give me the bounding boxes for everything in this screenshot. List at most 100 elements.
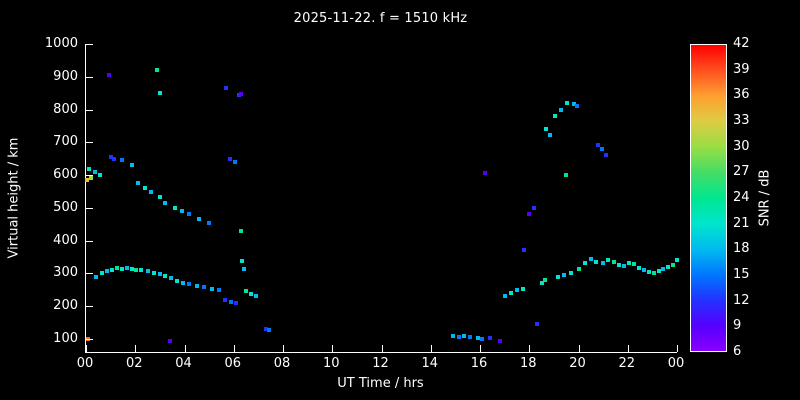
data-point <box>93 274 98 279</box>
colorbar-tick-label: 12 <box>733 292 750 308</box>
x-tick-label: 10 <box>322 356 340 371</box>
y-tick-mark <box>86 142 93 144</box>
data-point <box>139 268 144 273</box>
data-point <box>622 264 627 269</box>
data-point <box>561 272 566 277</box>
y-tick-mark <box>86 44 93 45</box>
data-point <box>119 158 124 163</box>
data-point <box>223 297 228 302</box>
data-point <box>603 152 608 157</box>
data-point <box>559 107 564 112</box>
x-tick-mark <box>184 345 186 352</box>
data-point <box>565 100 570 105</box>
data-point <box>108 155 113 160</box>
colorbar-tick-label: 18 <box>733 241 750 257</box>
data-point <box>229 299 234 304</box>
data-point <box>234 300 239 305</box>
x-tick-label: 18 <box>519 356 537 371</box>
data-point <box>651 271 656 276</box>
data-point <box>239 228 244 233</box>
data-point <box>244 289 249 294</box>
colorbar-tick-label: 6 <box>733 344 742 359</box>
data-point <box>194 283 199 288</box>
data-point <box>100 271 104 276</box>
data-point <box>242 267 247 272</box>
data-point <box>124 266 129 271</box>
x-tick-label: 00 <box>76 356 94 371</box>
data-point <box>129 162 134 167</box>
data-point <box>582 261 587 266</box>
data-point <box>86 166 91 171</box>
data-point <box>480 336 485 341</box>
data-point <box>109 268 114 273</box>
y-tick-mark <box>86 207 93 209</box>
data-point <box>167 338 172 343</box>
x-tick-label: 12 <box>372 356 389 371</box>
x-tick-label: 16 <box>470 356 488 371</box>
data-point <box>564 173 569 178</box>
data-point <box>228 156 233 161</box>
data-point <box>114 266 119 271</box>
data-point <box>112 156 117 161</box>
x-tick-mark <box>480 345 481 352</box>
x-tick-label: 02 <box>125 356 143 371</box>
data-point <box>671 262 676 267</box>
x-tick-label: 20 <box>569 356 586 371</box>
points-layer <box>85 44 679 352</box>
data-point <box>162 274 167 279</box>
colorbar-tick-label: 9 <box>733 318 742 334</box>
x-tick-mark <box>332 345 334 352</box>
y-tick-label: 1000 <box>44 36 78 51</box>
data-point <box>145 269 150 274</box>
data-point <box>180 209 185 214</box>
x-tick-mark <box>627 345 629 352</box>
colorbar-tick-label: 21 <box>733 215 750 231</box>
data-point <box>487 335 492 340</box>
y-axis-label: Virtual height / km <box>6 137 22 259</box>
x-tick-label: 04 <box>175 356 192 371</box>
data-point <box>187 281 192 286</box>
colorbar-tick-label: 24 <box>733 190 750 205</box>
data-point <box>253 294 258 299</box>
data-point <box>263 326 268 331</box>
data-point <box>631 261 636 266</box>
data-point <box>151 271 156 276</box>
data-point <box>450 333 455 338</box>
x-tick-mark <box>578 345 580 352</box>
y-tick-mark <box>86 306 93 308</box>
data-point <box>224 86 229 91</box>
data-point <box>502 293 507 298</box>
x-tick-mark <box>86 345 87 352</box>
data-point <box>172 205 177 210</box>
data-point <box>209 287 214 292</box>
data-point <box>646 270 651 275</box>
data-point <box>157 195 162 200</box>
data-point <box>175 279 180 284</box>
data-point <box>532 205 537 210</box>
x-tick-mark <box>381 345 383 352</box>
data-point <box>202 285 207 290</box>
data-point <box>593 259 598 264</box>
plot-area <box>85 44 679 353</box>
y-tick-label: 300 <box>53 265 78 281</box>
data-point <box>575 103 580 108</box>
colorbar-tick-label: 42 <box>733 36 750 51</box>
x-tick-mark <box>233 345 235 352</box>
y-tick-label: 700 <box>53 134 78 150</box>
y-tick-mark <box>86 76 93 78</box>
data-point <box>155 68 160 73</box>
data-point <box>92 169 97 174</box>
data-point <box>149 190 154 195</box>
data-point <box>553 114 558 119</box>
data-point <box>157 272 162 277</box>
data-point <box>168 275 173 280</box>
y-tick-label: 100 <box>53 330 78 346</box>
data-point <box>539 281 544 286</box>
colorbar-tick-label: 27 <box>733 164 750 180</box>
colorbar <box>690 44 727 352</box>
data-point <box>636 266 641 271</box>
data-point <box>571 101 576 106</box>
data-point <box>267 328 272 333</box>
data-point <box>216 288 221 293</box>
data-point <box>457 334 462 339</box>
